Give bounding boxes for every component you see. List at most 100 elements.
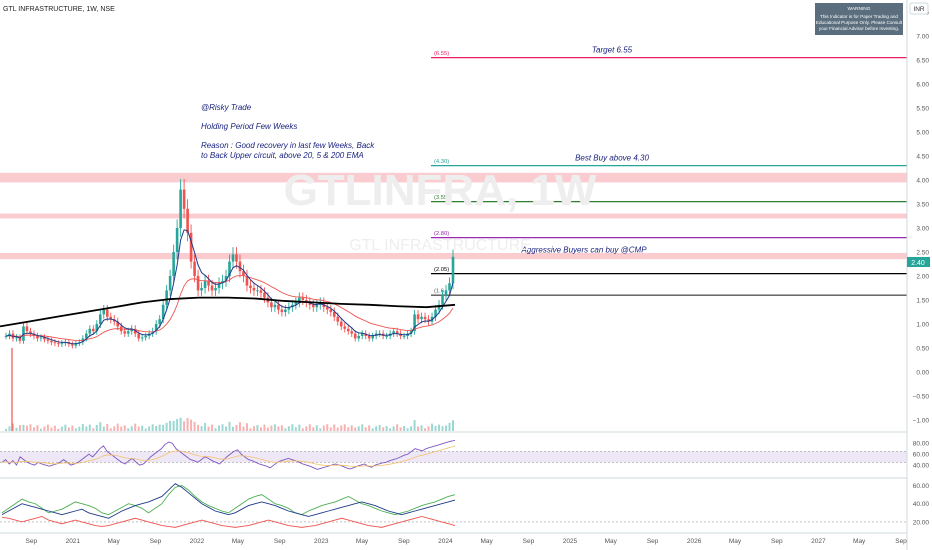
oscillator-pane[interactable] xyxy=(0,483,907,528)
osc-tick-label: 40.00 xyxy=(913,501,930,508)
volume-bar xyxy=(214,428,217,431)
currency-badge[interactable]: INR xyxy=(909,2,929,15)
volume-bar xyxy=(165,422,168,431)
time-tick-label: Sep xyxy=(647,538,659,545)
volume-bar xyxy=(249,428,252,431)
volume-bar xyxy=(57,428,60,431)
volume-bar xyxy=(85,426,88,431)
volume-bar xyxy=(22,424,25,431)
volume-bar xyxy=(242,426,245,431)
candle-body xyxy=(270,302,273,308)
volume-bar xyxy=(113,426,116,431)
price-tick-label: 4.00 xyxy=(916,178,929,185)
volume-bar xyxy=(15,427,18,431)
volume-bar xyxy=(158,424,161,431)
candle-body xyxy=(364,333,367,336)
candle-body xyxy=(441,295,444,305)
volume-bar xyxy=(228,421,231,431)
volume-bar xyxy=(183,421,186,431)
volume-bar xyxy=(424,428,427,431)
candle-body xyxy=(189,232,193,262)
candle-body xyxy=(36,336,39,339)
ema-20-line xyxy=(5,275,454,342)
volume-bar xyxy=(406,428,409,431)
candle-body xyxy=(420,316,423,320)
candle-body xyxy=(444,290,448,296)
volume-bar xyxy=(207,426,210,431)
volume-bar xyxy=(144,428,147,431)
level-label: (2.80) xyxy=(434,231,449,237)
candle-body xyxy=(353,333,357,339)
candle-body xyxy=(284,309,287,312)
time-tick-label: Sep xyxy=(895,538,907,545)
volume-bar xyxy=(301,428,304,431)
annotation-author: @Risky Trade xyxy=(201,103,252,112)
candle-body xyxy=(133,328,137,334)
volume-bar xyxy=(410,426,413,431)
volume-bar xyxy=(420,425,423,431)
volume-bar xyxy=(343,424,346,431)
candle-body xyxy=(413,314,416,332)
volume-bar xyxy=(36,425,39,431)
volume-bar xyxy=(176,419,179,431)
volume-bar xyxy=(403,426,406,431)
time-tick-label: 2021 xyxy=(66,538,81,545)
volume-bar xyxy=(277,426,280,431)
volume-bar xyxy=(81,423,84,431)
candle-body xyxy=(60,343,64,345)
volume-bar xyxy=(123,425,126,431)
time-axis[interactable]: Sep 2021 May Sep 2022 May Sep 2023 May Sep 2024 May… xyxy=(26,538,908,545)
candle-body xyxy=(137,333,141,339)
volume-bar xyxy=(354,427,357,431)
osc-tick-label: 20.00 xyxy=(913,519,930,526)
header-symbol-line: GTL INFRASTRUCTURE, 1W, NSE xyxy=(3,6,115,13)
ema-5-line xyxy=(5,229,454,345)
volume-bar xyxy=(193,421,196,431)
candle-body xyxy=(74,343,78,346)
time-tick-label: 2022 xyxy=(190,538,205,545)
resistance-zone xyxy=(0,172,907,183)
candle-body xyxy=(357,336,361,339)
volume-bar xyxy=(141,425,144,431)
price-pane[interactable]: (6.55) Target 6.55 (4.30) Best Buy above 4.… xyxy=(0,0,907,432)
price-axis[interactable]: 7.507.006.506.005.505.004.504.003.503.00… xyxy=(913,10,930,527)
volume-bar xyxy=(11,423,14,431)
candle-body xyxy=(416,314,420,320)
candle-body xyxy=(154,324,158,332)
current-price-label: 2.40 xyxy=(911,260,925,267)
volume-bar xyxy=(322,425,325,431)
candle-body xyxy=(315,304,319,308)
candle-body xyxy=(43,337,46,340)
oscillator-indicator xyxy=(0,483,907,528)
warning-title: WARNING xyxy=(847,6,870,12)
rsi-pane[interactable] xyxy=(0,440,907,470)
candle-body xyxy=(25,326,29,332)
volume-bar xyxy=(231,426,234,431)
time-tick-label: 2023 xyxy=(314,538,329,545)
volume-bar xyxy=(357,426,360,431)
volume-bar xyxy=(18,425,21,431)
candle-body xyxy=(95,324,99,332)
warning-line-1: This Indicator is for Paper Trading and xyxy=(820,14,898,19)
annotation-holding: Holding Period Few Weeks xyxy=(201,122,297,131)
candle-body xyxy=(53,342,57,344)
candlesticks xyxy=(4,179,455,349)
candle-body xyxy=(423,316,427,320)
candle-body xyxy=(172,252,175,276)
volume-bar xyxy=(95,424,98,431)
time-tick-label: May xyxy=(480,538,493,545)
candle-body xyxy=(249,285,252,288)
volume-bar xyxy=(60,426,63,431)
candle-body xyxy=(200,288,203,291)
candle-body xyxy=(158,319,161,324)
candle-body xyxy=(221,280,224,284)
volume-bar xyxy=(308,424,311,431)
volume-bar xyxy=(371,428,374,431)
annotation-reason-2: to Back Upper circuit, above 20, 5 & 200… xyxy=(201,151,364,160)
volume-bar xyxy=(364,427,367,431)
time-tick-label: May xyxy=(605,538,618,545)
time-tick-label: Sep xyxy=(771,538,783,545)
level-label: (3.55) xyxy=(434,195,449,201)
volume-bar xyxy=(389,428,392,431)
